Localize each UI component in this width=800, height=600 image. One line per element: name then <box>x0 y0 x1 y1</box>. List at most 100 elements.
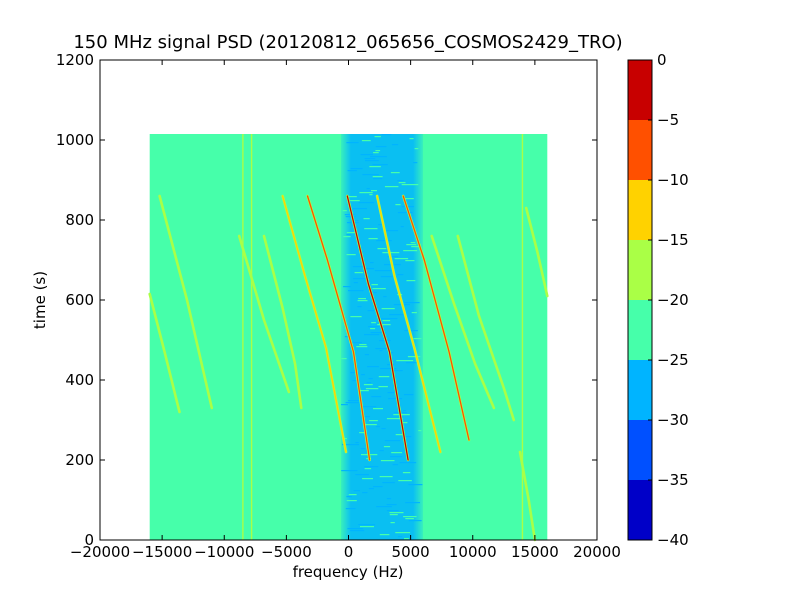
noise-speckle <box>377 324 391 326</box>
noise-speckle <box>353 282 358 284</box>
noise-speckle <box>373 486 383 488</box>
noise-speckle <box>355 442 359 444</box>
noise-speckle <box>352 266 366 268</box>
colorbar-tick-label: −30 <box>657 411 689 429</box>
noise-speckle <box>391 144 399 146</box>
signal-trace <box>525 207 548 297</box>
noise-speckle <box>362 492 368 494</box>
noise-speckle <box>379 350 383 352</box>
noise-speckle <box>352 342 362 344</box>
noise-speckle <box>391 452 403 454</box>
noise-speckle <box>402 472 411 474</box>
noise-speckle <box>365 160 379 162</box>
noise-speckle <box>382 252 400 254</box>
noise-speckle <box>401 184 419 186</box>
x-tick-label: −20000 <box>70 543 130 561</box>
noise-speckle <box>395 204 401 206</box>
noise-speckle <box>364 334 380 336</box>
noise-speckle <box>367 310 375 312</box>
y-tick-label: 0 <box>84 531 94 549</box>
noise-speckle <box>372 176 383 178</box>
noise-speckle <box>389 514 398 516</box>
noise-speckle <box>381 428 386 430</box>
noise-speckle <box>359 390 369 392</box>
colorbar-tick-label: −40 <box>657 531 689 549</box>
noise-speckle <box>370 156 387 158</box>
noise-speckle <box>403 250 418 252</box>
x-tick-label: −5000 <box>261 543 312 561</box>
noise-speckle <box>346 234 351 236</box>
noise-speckle <box>372 164 388 166</box>
noise-speckle <box>364 354 369 356</box>
noise-speckle <box>397 180 404 182</box>
noise-speckle <box>385 230 399 232</box>
colorbar-tick-label: 0 <box>657 51 667 69</box>
noise-speckle <box>359 192 373 194</box>
noise-speckle <box>396 360 414 362</box>
noise-speckle <box>346 496 352 498</box>
noise-speckle <box>347 170 357 172</box>
colorbar-tick-label: −20 <box>657 291 689 309</box>
noise-speckle <box>404 330 418 332</box>
noise-speckle <box>408 484 423 486</box>
noise-speckle <box>379 450 384 452</box>
noise-speckle <box>390 352 394 354</box>
noise-speckle <box>376 240 392 242</box>
colorbar-segment <box>628 180 652 240</box>
noise-speckle <box>389 314 404 316</box>
noise-speckle <box>341 358 347 360</box>
noise-speckle <box>379 534 390 536</box>
noise-speckle <box>350 316 362 318</box>
noise-speckle <box>358 298 366 300</box>
noise-speckle <box>404 302 420 304</box>
noise-speckle <box>380 460 395 462</box>
noise-speckle <box>407 356 421 358</box>
noise-speckle <box>360 154 373 156</box>
noise-speckle <box>383 446 391 448</box>
x-axis: −20000 −15000 −10000 −5000 0 5000 10000 15000 20… <box>70 60 621 561</box>
noise-speckle <box>377 248 387 250</box>
noise-speckle <box>363 406 377 408</box>
noise-speckle <box>346 142 359 144</box>
signal-trace <box>281 195 347 453</box>
noise-speckle <box>389 512 404 514</box>
noise-speckle <box>404 198 414 200</box>
noise-speckle <box>363 384 373 386</box>
noise-speckle <box>369 194 373 196</box>
noise-speckle <box>372 288 386 290</box>
noise-speckle <box>386 418 403 420</box>
noise-speckle <box>342 444 359 446</box>
noise-speckle <box>350 530 365 532</box>
noise-speckle <box>371 190 377 192</box>
noise-speckle <box>406 244 417 246</box>
y-tick-label: 200 <box>65 451 94 469</box>
noise-speckle <box>390 370 403 372</box>
noise-speckle <box>382 320 391 322</box>
noise-speckle <box>367 366 379 368</box>
noise-speckle <box>346 500 357 502</box>
noise-speckle <box>343 236 351 238</box>
signal-trace <box>457 235 515 421</box>
noise-speckle <box>368 326 380 328</box>
noise-speckle <box>375 348 388 350</box>
colorbar-tick-label: −15 <box>657 231 689 249</box>
noise-speckle <box>397 274 404 276</box>
noise-speckle <box>381 308 395 310</box>
noise-speckle <box>348 494 357 496</box>
y-tick-label: 600 <box>65 291 94 309</box>
x-tick-label: 20000 <box>573 543 621 561</box>
noise-speckle <box>370 328 376 330</box>
noise-speckle <box>371 322 376 324</box>
noise-speckle <box>384 186 399 188</box>
noise-speckle <box>357 306 362 308</box>
noise-speckle <box>380 276 397 278</box>
noise-speckle <box>402 436 412 438</box>
x-tick-label: 5000 <box>392 543 430 561</box>
colorbar-segment <box>628 60 652 120</box>
noise-speckle <box>359 344 367 346</box>
noise-speckle <box>375 426 381 428</box>
x-tick-label: −10000 <box>194 543 254 561</box>
noise-speckle <box>390 456 403 458</box>
noise-speckle <box>363 416 371 418</box>
